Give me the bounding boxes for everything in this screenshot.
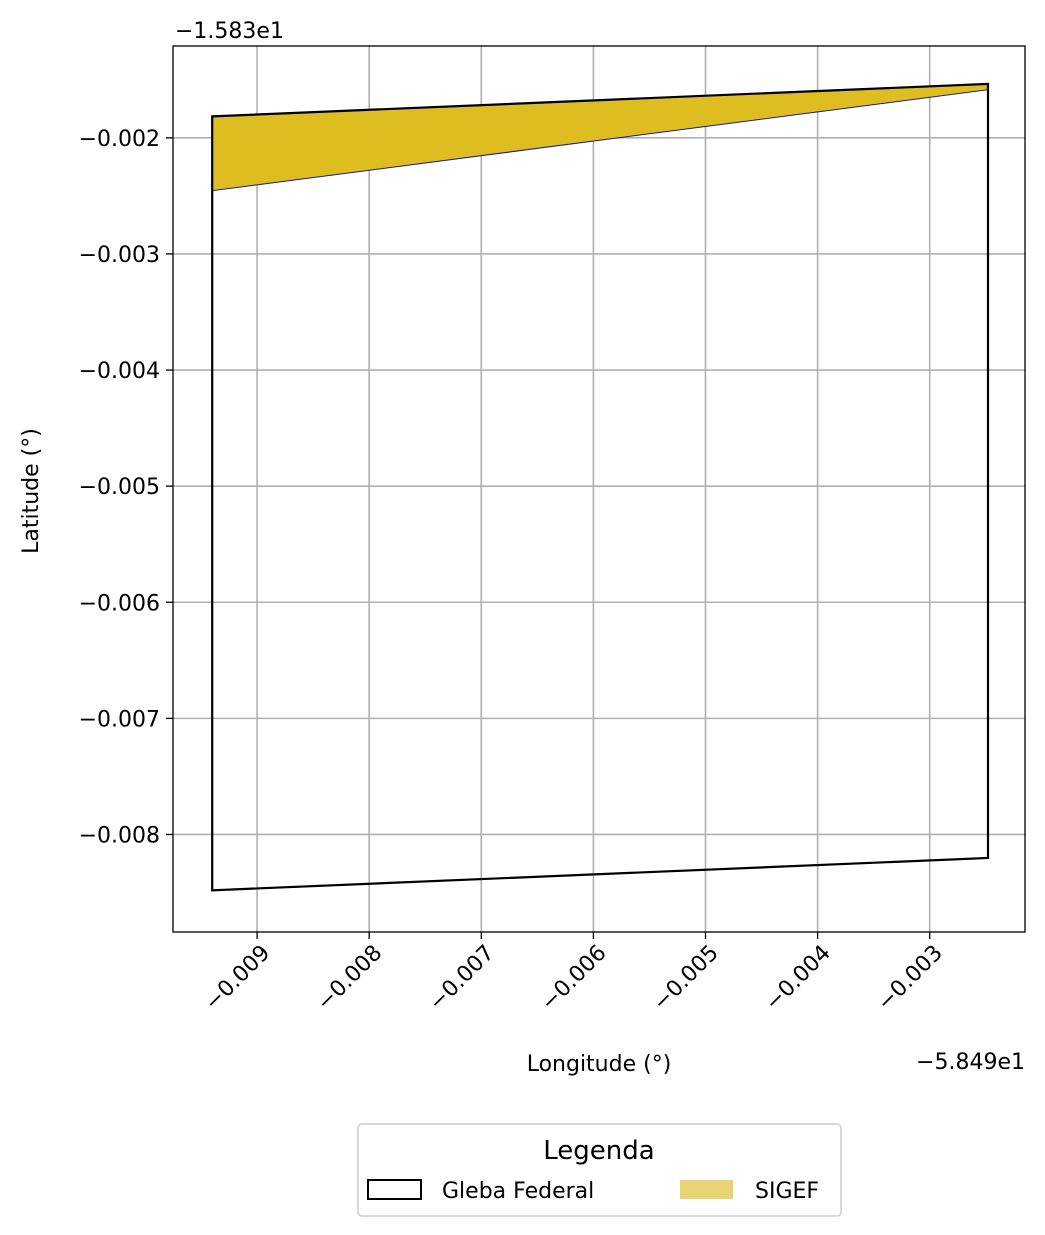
x-tick-label: −0.006 [536, 941, 611, 1016]
grid-layer [173, 46, 1025, 932]
legend-title: Legenda [543, 1136, 654, 1166]
x-tick-label: −0.008 [312, 941, 387, 1016]
x-tick-label: −0.003 [873, 941, 948, 1016]
y-tick-label: −0.006 [79, 591, 160, 616]
y-offset-label: −1.583e1 [175, 19, 284, 44]
y-tick-label: −0.007 [79, 707, 160, 732]
y-tick-label: −0.008 [79, 823, 160, 848]
y-tick-label: −0.005 [79, 475, 160, 500]
y-tick-layer: −0.002 −0.003 −0.004 −0.005 −0.006 −0.007 −0.0… [79, 127, 173, 848]
legend-entry-gleba-federal: Gleba Federal [442, 1179, 594, 1204]
legend-swatch-sigef [680, 1180, 733, 1199]
x-tick-label: −0.004 [761, 941, 836, 1016]
y-tick-label: −0.003 [79, 243, 160, 268]
x-tick-label: −0.005 [648, 941, 723, 1016]
plot-frame [172, 45, 1026, 933]
y-tick-label: −0.002 [79, 127, 160, 152]
x-tick-label: −0.007 [424, 941, 499, 1016]
polygon-layer [211, 82, 990, 892]
x-axis-label: Longitude (°) [527, 1052, 672, 1077]
gleba-federal-polygon [211, 82, 990, 892]
legend-entry-sigef: SIGEF [755, 1179, 819, 1204]
x-offset-label: −5.849e1 [916, 1050, 1025, 1075]
y-tick-label: −0.004 [79, 359, 160, 384]
legend-swatch-gleba-federal [367, 1179, 422, 1200]
y-axis-label: Latitude (°) [19, 428, 44, 554]
x-tick-label: −0.009 [200, 941, 275, 1016]
x-tick-layer: −0.009 −0.008 −0.007 −0.006 −0.005 −0.004 −0.0… [200, 932, 948, 1016]
legend: Legenda Gleba Federal SIGEF [357, 1123, 842, 1217]
